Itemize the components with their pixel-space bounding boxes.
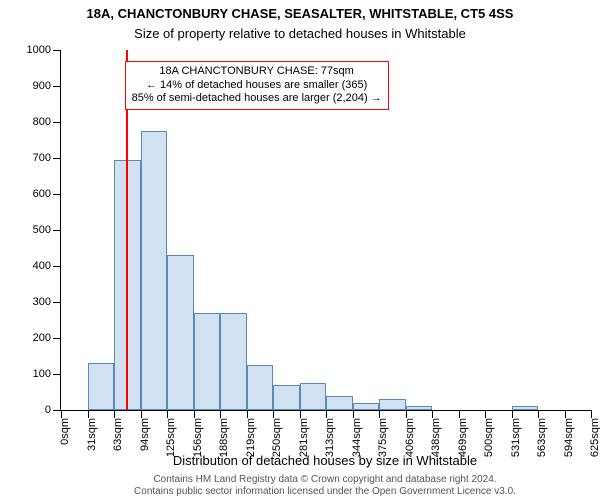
plot-area: 010020030040050060070080090010000sqm31sq… [60,50,591,411]
histogram-bar [220,313,247,410]
x-tick [194,410,195,418]
x-tick-label: 625sqm [589,418,600,457]
x-tick-label: 156sqm [192,418,204,457]
x-tick [61,410,62,418]
x-tick-label: 281sqm [298,418,310,457]
x-tick-label: 531sqm [510,418,522,457]
histogram-bar [353,403,380,410]
x-tick [512,410,513,418]
histogram-bar [326,396,353,410]
x-axis-label: Distribution of detached houses by size … [60,453,590,468]
x-tick-label: 63sqm [112,418,124,451]
histogram-bar [88,363,115,410]
x-tick [379,410,380,418]
x-tick [538,410,539,418]
annotation-line: ← 14% of detached houses are smaller (36… [132,79,382,93]
y-tick-label: 0 [45,404,61,416]
chart-title-line1: 18A, CHANCTONBURY CHASE, SEASALTER, WHIT… [0,6,600,21]
x-tick [353,410,354,418]
y-tick-label: 600 [33,188,61,200]
x-tick [326,410,327,418]
y-tick-label: 100 [33,368,61,380]
x-tick-label: 406sqm [404,418,416,457]
histogram-bar [247,365,274,410]
y-tick-label: 1000 [27,44,61,56]
x-tick [273,410,274,418]
x-tick-label: 375sqm [377,418,389,457]
y-tick-label: 200 [33,332,61,344]
x-tick-label: 344sqm [351,418,363,457]
y-tick-label: 900 [33,80,61,92]
x-tick [406,410,407,418]
x-tick-label: 594sqm [563,418,575,457]
x-tick [220,410,221,418]
x-tick-label: 563sqm [536,418,548,457]
footer-line2: Contains public sector information licen… [60,486,590,498]
histogram-bar [300,383,327,410]
x-tick-label: 469sqm [457,418,469,457]
x-tick [141,410,142,418]
x-tick-label: 0sqm [59,418,71,445]
histogram-bar [167,255,194,410]
x-tick-label: 313sqm [324,418,336,457]
x-tick-label: 94sqm [139,418,151,451]
chart-title-line2: Size of property relative to detached ho… [0,26,600,41]
y-tick-label: 400 [33,260,61,272]
histogram-bar [141,131,168,410]
y-tick-label: 500 [33,224,61,236]
x-tick [485,410,486,418]
annotation-line: 85% of semi-detached houses are larger (… [132,92,382,106]
chart-container: 18A, CHANCTONBURY CHASE, SEASALTER, WHIT… [0,0,600,500]
histogram-bar [379,399,406,410]
x-tick [459,410,460,418]
y-tick-label: 300 [33,296,61,308]
x-tick-label: 219sqm [245,418,257,457]
x-tick [247,410,248,418]
x-tick-label: 438sqm [430,418,442,457]
x-tick [432,410,433,418]
annotation-line: 18A CHANCTONBURY CHASE: 77sqm [132,65,382,79]
x-tick [114,410,115,418]
histogram-bar [194,313,221,410]
x-tick-label: 31sqm [86,418,98,451]
histogram-bar [406,406,433,410]
x-tick [88,410,89,418]
chart-footer: Contains HM Land Registry data © Crown c… [60,474,590,498]
footer-line1: Contains HM Land Registry data © Crown c… [60,474,590,486]
x-tick-label: 188sqm [218,418,230,457]
x-tick [591,410,592,418]
x-tick [565,410,566,418]
x-tick [300,410,301,418]
histogram-bar [512,406,539,410]
x-tick-label: 250sqm [271,418,283,457]
y-tick-label: 800 [33,116,61,128]
histogram-bar [273,385,300,410]
y-tick-label: 700 [33,152,61,164]
annotation-box: 18A CHANCTONBURY CHASE: 77sqm← 14% of de… [125,61,389,110]
x-tick-label: 500sqm [483,418,495,457]
x-tick-label: 125sqm [165,418,177,457]
x-tick [167,410,168,418]
